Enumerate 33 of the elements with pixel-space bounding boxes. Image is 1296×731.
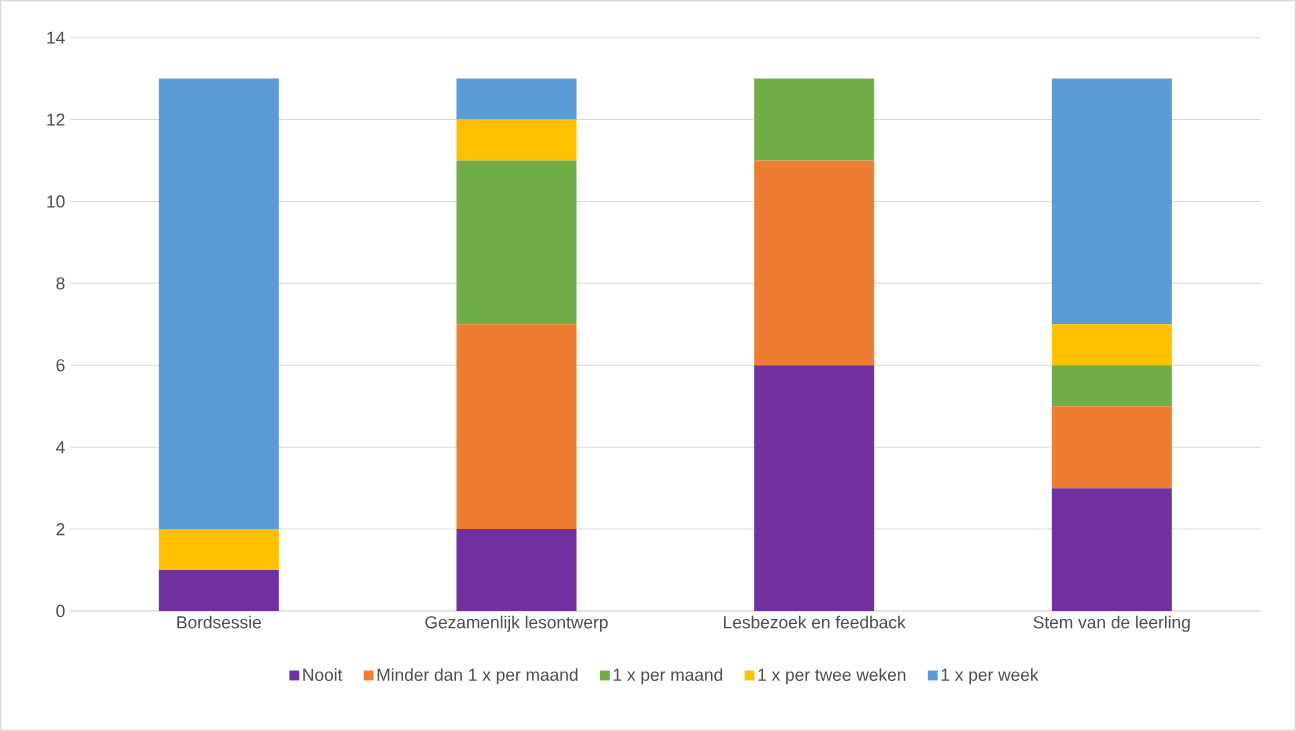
- bar: [158, 78, 279, 530]
- bar: [1051, 406, 1172, 489]
- x-tick-label: Stem van de leerling: [1033, 615, 1190, 633]
- bar: [754, 160, 875, 366]
- legend-label: Nooit: [303, 668, 343, 682]
- legend-label: 1 x per week: [941, 668, 1039, 685]
- bar: [1051, 488, 1172, 612]
- bar: [158, 570, 279, 612]
- y-tick-label: 12: [47, 113, 65, 126]
- legend-label: Minder dan 1 x per maand: [377, 668, 578, 685]
- bar: [456, 78, 577, 120]
- y-tick-label: 14: [47, 31, 65, 44]
- y-tick-label: 6: [56, 359, 65, 372]
- x-tick-label: Bordsessie: [177, 615, 261, 629]
- bar: [754, 365, 875, 612]
- y-tick-label: 4: [56, 441, 65, 454]
- bar: [456, 119, 577, 161]
- y-tick-label: 8: [56, 277, 65, 290]
- bar: [456, 529, 577, 612]
- y-tick-label: 10: [47, 195, 65, 208]
- y-tick-label: 0: [56, 605, 65, 618]
- legend-label: 1 x per twee weken: [758, 668, 906, 685]
- bar: [1051, 78, 1172, 325]
- bar: [456, 160, 577, 325]
- bar: [1051, 324, 1172, 366]
- bar: [456, 324, 577, 530]
- legend-label: 1 x per maand: [613, 668, 723, 685]
- bar: [1051, 365, 1172, 407]
- x-tick-label: Lesbezoek en feedback: [724, 615, 906, 629]
- bar: [754, 78, 875, 161]
- bar: [158, 529, 279, 571]
- y-tick-label: 2: [56, 523, 65, 536]
- x-tick-label: Gezamenlijk lesontwerp: [425, 615, 608, 633]
